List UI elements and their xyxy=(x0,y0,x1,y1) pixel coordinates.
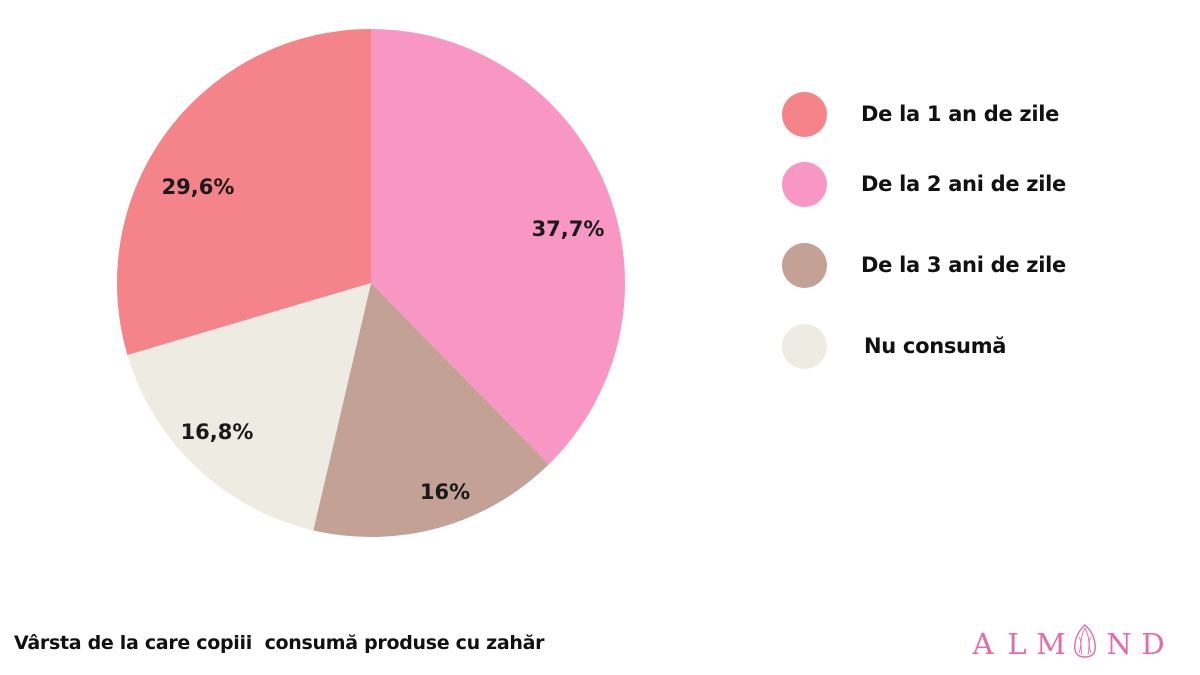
logo-letter: D xyxy=(1141,627,1165,661)
legend-item-2-years: De la 2 ani de zile xyxy=(782,161,1066,207)
pie-labels: 37,7% 16% 16,8% 29,6% xyxy=(162,175,605,504)
pie-slice xyxy=(127,283,371,531)
pie-slice xyxy=(371,29,625,465)
almond-logo: A L M N D xyxy=(966,623,1170,666)
chart-title: Vârsta de la care copiii consumă produse… xyxy=(14,632,545,654)
logo-letter: L xyxy=(1007,627,1027,661)
slice-value-label: 37,7% xyxy=(532,217,605,241)
legend-swatch xyxy=(782,91,827,137)
legend-item-1-year: De la 1 an de zile xyxy=(782,91,1060,137)
legend-swatch xyxy=(782,323,827,369)
pie-slice xyxy=(313,283,549,537)
pie-chart: 37,7% 16% 16,8% 29,6% xyxy=(117,29,625,537)
logo-letter: N xyxy=(1106,627,1132,661)
legend-swatch xyxy=(782,161,827,207)
legend-label: De la 2 ani de zile xyxy=(861,172,1066,196)
slice-value-label: 29,6% xyxy=(162,175,235,199)
pie-slices xyxy=(117,29,625,537)
pie-slice xyxy=(117,29,371,355)
legend-item-3-years: De la 3 ani de zile xyxy=(782,242,1066,288)
legend-swatch xyxy=(782,242,827,288)
logo-letter: M xyxy=(1036,627,1066,661)
slice-value-label: 16,8% xyxy=(181,420,254,444)
logo-letter: A xyxy=(972,627,994,661)
legend-label: De la 1 an de zile xyxy=(861,102,1060,126)
legend-label: De la 3 ani de zile xyxy=(861,253,1066,277)
legend-item-none: Nu consumă xyxy=(782,323,1007,369)
legend-label: Nu consumă xyxy=(864,334,1007,358)
slice-value-label: 16% xyxy=(420,480,470,504)
almond-icon xyxy=(1068,623,1102,666)
